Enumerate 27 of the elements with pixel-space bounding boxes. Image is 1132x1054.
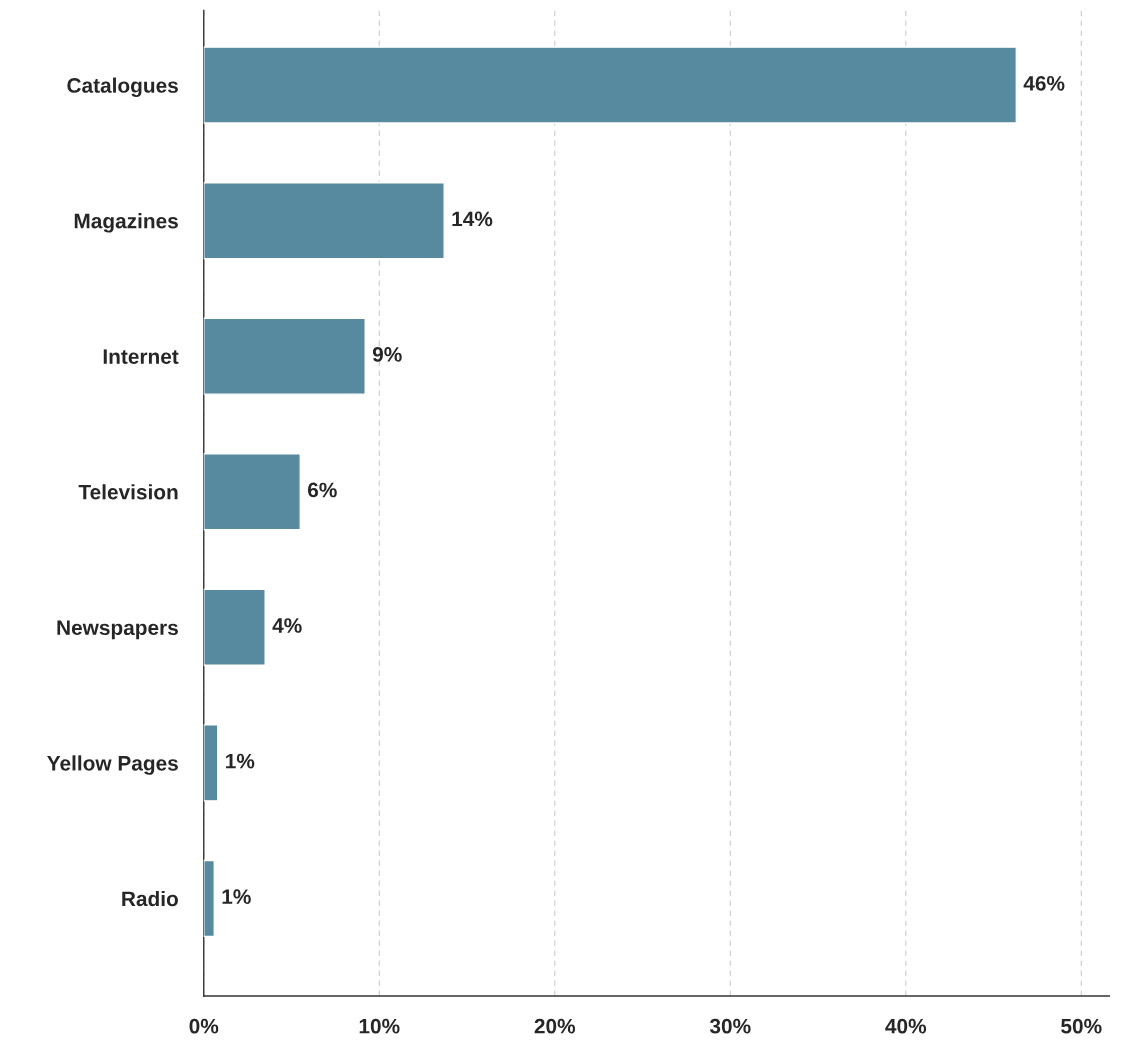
x-tick-label: 10% xyxy=(359,1018,400,1034)
bar xyxy=(203,588,266,666)
y-tick-label: Newspapers xyxy=(57,620,178,640)
data-label: 6% xyxy=(307,482,337,498)
x-tick-label: 30% xyxy=(709,1018,751,1034)
bar xyxy=(203,859,215,938)
data-label: 1% xyxy=(222,889,251,904)
bar xyxy=(203,182,445,260)
data-label: 46% xyxy=(1023,75,1065,91)
y-tick-label: Catalogues xyxy=(67,77,178,98)
data-label: 1% xyxy=(226,753,255,769)
x-tick-label: 50% xyxy=(1061,1018,1102,1034)
y-tick-label: Internet xyxy=(103,349,179,364)
y-tick-label: Radio xyxy=(122,890,178,907)
x-tick-label: 20% xyxy=(534,1018,576,1034)
bar xyxy=(203,46,1018,124)
y-tick-label: Magazines xyxy=(74,213,178,233)
x-tick-label: 0% xyxy=(189,1018,219,1034)
data-label: 14% xyxy=(452,211,493,227)
bar xyxy=(203,724,219,802)
data-label: 9% xyxy=(372,347,402,362)
bar xyxy=(203,317,366,395)
y-tick-label: Television xyxy=(78,484,178,500)
y-tick-label: Yellow Pages xyxy=(47,755,178,775)
bar xyxy=(203,453,301,531)
x-tick-label: 40% xyxy=(885,1018,927,1034)
data-label: 4% xyxy=(272,618,302,633)
